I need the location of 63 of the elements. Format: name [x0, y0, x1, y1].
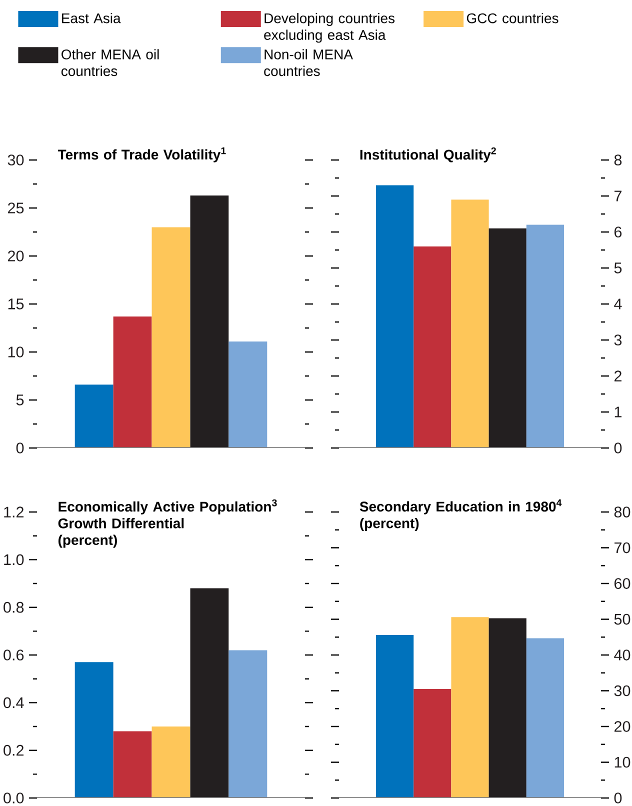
bar [113, 731, 152, 798]
y-tick-label: 5 [16, 394, 24, 406]
y-tick-label: 15 [8, 298, 24, 310]
y-tick-label: 7 [614, 190, 622, 202]
bar [74, 662, 114, 798]
y-tick-label: 20 [8, 250, 24, 262]
text: (percent) [58, 534, 117, 548]
bar [488, 228, 526, 448]
bar [113, 316, 152, 448]
legend-label: Developing countries excluding east Asia [264, 12, 395, 43]
bar [526, 638, 564, 798]
y-tick-label: 25 [8, 202, 24, 214]
y-tick-label: 6 [614, 226, 622, 238]
y-tick-label: 1 [614, 406, 622, 418]
y-tick-label: 30 [8, 154, 24, 166]
y-tick-label: 0 [614, 792, 622, 804]
y-tick-label: 60 [614, 578, 630, 589]
legend-label: East Asia [62, 12, 121, 24]
y-tick-label: 3 [614, 334, 622, 346]
y-tick-label: 80 [614, 506, 630, 518]
bar [451, 617, 489, 798]
y-tick-label: 5 [614, 262, 622, 274]
y-tick-label: 0.4 [4, 697, 24, 708]
y-tick-label: 0.6 [4, 650, 24, 660]
y-tick-label: 2 [614, 370, 622, 382]
bar [376, 634, 414, 798]
y-tick-label: 70 [614, 542, 630, 554]
legend-label: Other MENA oil countries [61, 49, 159, 76]
bar [152, 227, 190, 448]
y-tick-label: 30 [614, 685, 630, 696]
y-tick-label: 1.0 [4, 554, 24, 566]
y-tick-label: 4 [614, 298, 622, 310]
bar [228, 341, 268, 448]
y-tick-label: 0 [16, 442, 24, 454]
y-tick-label: 50 [614, 614, 630, 625]
chart-subtitle: (percent) [360, 518, 419, 532]
bar [414, 246, 452, 448]
bar [190, 196, 229, 448]
chart-title: Institutional Quality$^{2}$ [360, 147, 496, 162]
bar [488, 618, 526, 798]
bar [414, 688, 452, 798]
bar [74, 384, 114, 448]
legend-label: GCC countries [466, 12, 558, 24]
bar [526, 224, 564, 448]
y-tick-label: 0.0 [4, 792, 24, 804]
y-tick-label: 20 [614, 721, 630, 732]
bar [190, 588, 229, 798]
chart-title: Terms of Trade Volatility$^{1}$ [58, 147, 226, 162]
bar [376, 185, 414, 448]
y-tick-label: 1.2 [4, 506, 24, 518]
bar [152, 726, 190, 798]
chart-title: Economically Active Population$^{3}$ Growth Differential [58, 499, 277, 528]
y-tick-label: 40 [614, 650, 630, 660]
y-tick-label: 10 [614, 756, 630, 768]
bar [451, 200, 489, 448]
y-tick-label: 8 [614, 154, 622, 166]
chart-title: Secondary Education in 1980$^{4}$ [360, 499, 562, 514]
legend-label: Non-oil MENA countries [264, 49, 353, 76]
y-tick-label: 10 [8, 346, 24, 358]
bar [228, 650, 268, 798]
y-tick-label: 0 [614, 442, 622, 454]
y-tick-label: 0.2 [4, 744, 24, 756]
y-tick-label: 0.8 [4, 602, 24, 613]
